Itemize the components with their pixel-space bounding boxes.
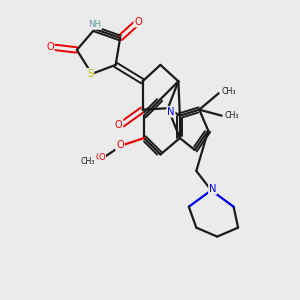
Text: O: O [46,42,54,52]
Text: CH₃: CH₃ [80,158,94,166]
Text: O: O [99,153,106,162]
Text: S: S [87,69,93,79]
Text: O: O [134,16,142,27]
Text: NH: NH [88,20,101,29]
Text: O: O [116,140,124,150]
Text: N: N [209,184,217,194]
Text: CH₃: CH₃ [225,111,239,120]
Text: CH₃: CH₃ [222,87,236,96]
Text: O: O [116,140,124,151]
Text: N: N [167,107,175,117]
Text: O: O [96,153,103,162]
Text: O: O [115,120,122,130]
